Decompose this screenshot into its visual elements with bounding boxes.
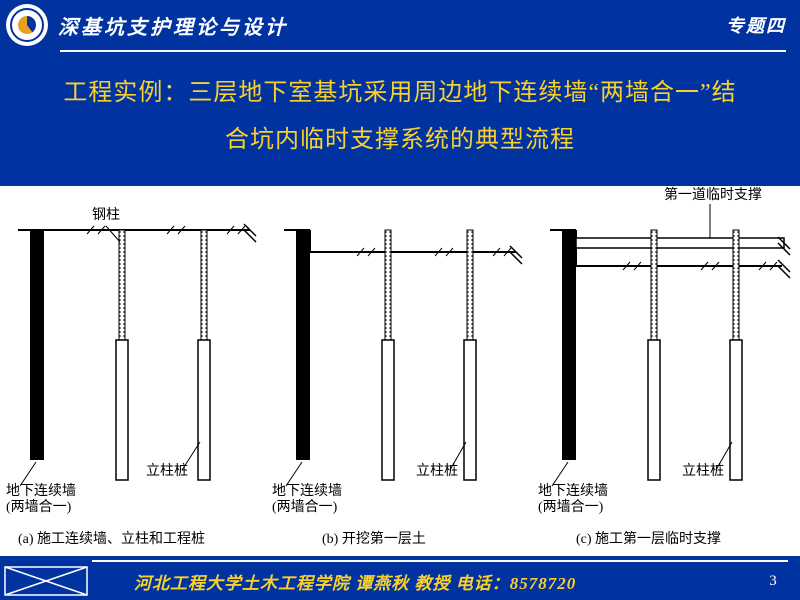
caption-b: (b) 开挖第一层土 — [322, 528, 426, 548]
course-title: 深基坑支护理论与设计 — [58, 11, 726, 40]
slide-number: 3 — [746, 573, 800, 590]
label-pile-b: 立柱桩 — [416, 464, 458, 480]
title-line-1: 工程实例：三层地下室基坑采用周边地下连续墙“两墙合一”结 — [34, 70, 766, 117]
slide-title: 工程实例：三层地下室基坑采用周边地下连续墙“两墙合一”结 合坑内临时支撑系统的典… — [0, 52, 800, 186]
label-wall-c: 地下连续墙(两墙合一) — [538, 484, 608, 516]
footer-divider — [92, 560, 788, 562]
footer: 河北工程大学土木工程学院 谭燕秋 教授 电话：8578720 3 — [0, 562, 800, 600]
label-first-strut: 第一道临时支撑 — [664, 188, 762, 204]
caption-c: (c) 施工第一层临时支撑 — [576, 528, 721, 548]
university-logo — [6, 4, 48, 46]
label-wall-b: 地下连续墙(两墙合一) — [272, 484, 342, 516]
process-diagram: 钢柱 立柱桩 地下连续墙(两墙合一) (a) 施工连续墙、立柱和工程桩 立柱桩 … — [0, 186, 800, 556]
title-line-2: 合坑内临时支撑系统的典型流程 — [34, 117, 766, 164]
label-pile-a: 立柱桩 — [146, 464, 188, 480]
label-pile-c: 立柱桩 — [682, 464, 724, 480]
label-steel-col-a: 钢柱 — [92, 208, 120, 224]
footer-text: 河北工程大学土木工程学院 谭燕秋 教授 电话：8578720 — [88, 569, 746, 594]
header: 深基坑支护理论与设计 专题四 — [0, 0, 800, 50]
label-wall-a: 地下连续墙(两墙合一) — [6, 484, 76, 516]
topic-label: 专题四 — [726, 12, 786, 38]
footer-x-icon — [4, 566, 88, 596]
caption-a: (a) 施工连续墙、立柱和工程桩 — [18, 528, 205, 548]
